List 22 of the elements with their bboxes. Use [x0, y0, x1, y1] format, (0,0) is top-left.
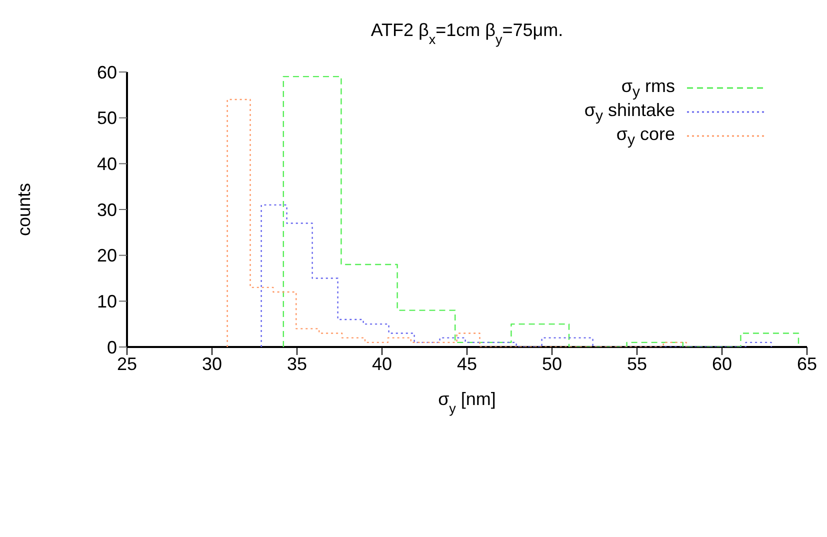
- x-tick-label: 35: [286, 354, 308, 374]
- y-tick-label: 30: [96, 200, 117, 220]
- y-tick-label: 0: [106, 337, 117, 358]
- x-tick-label: 25: [116, 354, 138, 374]
- x-tick-label: 65: [796, 354, 818, 374]
- chart-title: ATF2 β$_{x}$=1cm β$_{y}$=75μm.: [370, 20, 564, 46]
- y-axis-title: counts: [14, 182, 34, 236]
- x-tick-label: 40: [372, 354, 392, 374]
- y-tick-label: 40: [96, 154, 117, 174]
- legend-label: σ$_{y}$ shintake: [584, 100, 675, 124]
- legend-label: σ$_{y}$ rms: [621, 76, 675, 100]
- x-tick-label: 45: [456, 354, 478, 374]
- x-tick-label: 55: [626, 354, 648, 374]
- legend-label: σ$_{y}$ core: [616, 124, 675, 148]
- y-tick-label: 60: [96, 62, 117, 82]
- x-axis-title: σ$_{y}$ [nm]: [438, 389, 496, 416]
- x-tick-label: 60: [712, 354, 732, 374]
- y-tick-label: 20: [96, 246, 117, 266]
- x-tick-label: 30: [202, 354, 222, 374]
- y-tick-label: 10: [96, 292, 117, 312]
- y-tick-label: 50: [96, 108, 117, 128]
- x-tick-label: 50: [542, 354, 562, 374]
